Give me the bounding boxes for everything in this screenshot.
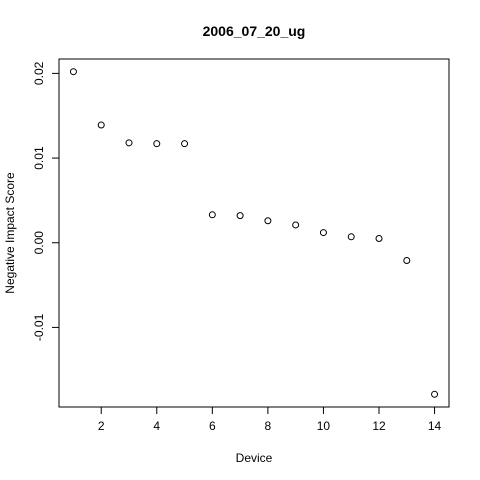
- y-tick-label: 0.00: [32, 231, 46, 255]
- point: [403, 257, 411, 265]
- point: [347, 233, 355, 241]
- point: [69, 68, 77, 76]
- point: [431, 390, 439, 398]
- point: [292, 221, 300, 229]
- x-tick-label: 4: [153, 419, 160, 433]
- chart-title: 2006_07_20_ug: [203, 23, 306, 39]
- y-tick-label: 0.02: [32, 61, 46, 85]
- x-tick-label: 8: [265, 419, 272, 433]
- point: [125, 139, 133, 147]
- x-tick-label: 2: [98, 419, 105, 433]
- point: [181, 140, 189, 148]
- x-tick-label: 10: [317, 419, 331, 433]
- y-tick-label: -0.01: [32, 313, 46, 341]
- point: [375, 235, 383, 243]
- point: [236, 212, 244, 220]
- plot-frame: [58, 58, 450, 408]
- point: [264, 217, 272, 225]
- point: [208, 211, 216, 219]
- y-tick-label: 0.01: [32, 146, 46, 170]
- x-tick-label: 6: [209, 419, 216, 433]
- point: [319, 229, 327, 237]
- point: [153, 140, 161, 148]
- x-tick-label: 12: [372, 419, 386, 433]
- y-axis-label: Negative Impact Score: [3, 172, 17, 294]
- x-axis-label: Device: [236, 451, 273, 465]
- x-tick-label: 14: [428, 419, 442, 433]
- point: [97, 121, 105, 129]
